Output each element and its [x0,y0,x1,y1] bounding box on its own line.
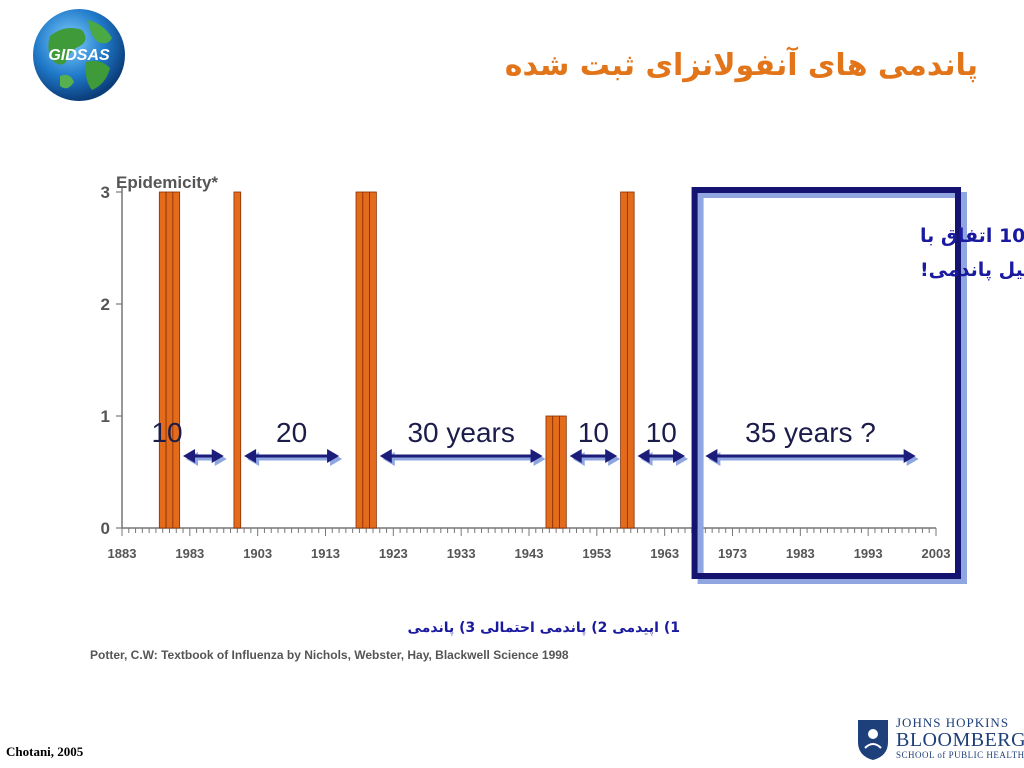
x-tick-label: 1913 [311,546,340,561]
x-tick-label: 1983 [175,546,204,561]
x-tick-label: 1923 [379,546,408,561]
interval-arrow [569,449,618,463]
bar [355,191,364,529]
arrow-head-right [327,449,340,463]
interval-arrow-shadow [382,452,546,466]
jh-line1: JOHNS HOPKINS [896,715,1010,730]
interval-label: 10 [646,417,677,448]
highlight-box-shadow [697,192,967,584]
bar [172,191,181,529]
interval-arrow [705,449,916,463]
arrow-head-right [605,449,618,463]
logo-text: GIDSAS [48,47,110,64]
bar [158,191,167,529]
citation-text: Potter, C.W: Textbook of Influenza by Ni… [90,648,569,662]
bars [158,191,703,529]
interval-arrow [244,449,340,463]
bar [233,191,242,529]
johns-hopkins-logo: JOHNS HOPKINS BLOOMBERG SCHOOL of PUBLIC… [856,716,1024,766]
shield-icon [858,720,888,760]
bar [545,415,554,529]
highlight-box-frame [691,187,961,579]
arrow-head-right [673,449,686,463]
highlight-note-line2: پتانسیل پاندمی! [920,259,1024,281]
arrow-head-left [183,449,196,463]
jh-line3: SCHOOL of PUBLIC HEALTH [896,750,1024,760]
bar [620,191,628,529]
arrow-head-left [569,449,582,463]
interval-label: 10 [151,417,182,448]
y-tick-label: 2 [101,295,110,314]
arrow-head-right [530,449,543,463]
interval-label: 30 years [407,417,514,448]
arrow-head-right [211,449,224,463]
arrow-head-left [379,449,392,463]
chart-svg: Epidemicity* 0 1 2 3 1883 1983 1903 1913 1923 193… [101,173,1024,584]
interval-arrow [379,449,543,463]
x-tick-label: 1903 [243,546,272,561]
bar [165,191,174,529]
highlight-box: 10 اتفاق با پتانسیل پاندمی! [691,187,1024,584]
interval-arrow-shadow [708,452,919,466]
footer-credit: Chotani, 2005 [6,744,84,759]
interval-label: 20 [276,417,307,448]
x-tick-label: 2003 [922,546,951,561]
x-tick-label: 1963 [650,546,679,561]
interval-label: 35 years ? [745,417,876,448]
interval-arrow [183,449,224,463]
x-tick-label: 1943 [515,546,544,561]
bar [552,415,560,529]
globe-icon: GIDSAS [33,9,125,101]
y-axis-label: Epidemicity* [116,173,218,192]
x-tick-label: 1933 [447,546,476,561]
x-tick-label: 1883 [108,546,137,561]
y-tick-label: 0 [101,519,110,538]
axes: 0 1 2 3 1883 1983 1903 1913 1923 1933 1943 1953 1963… [101,183,951,561]
bar [362,191,370,529]
bar [559,415,567,529]
arrow-head-left [705,449,718,463]
pandemic-chart: Epidemicity* 0 1 2 3 1883 1983 1903 1913 1923 193… [88,150,1024,670]
interval-arrows: 10 20 30 years 10 10 35 years ? [151,417,919,466]
highlight-note-line1: 10 اتفاق با [920,225,1024,247]
gidsas-logo: GIDSAS [30,6,128,104]
y-tick-label: 3 [101,183,110,202]
x-tick-label: 1973 [718,546,747,561]
y-tick-label: 1 [101,407,110,426]
x-tick-label: 1953 [582,546,611,561]
jh-line2: BLOOMBERG [896,729,1024,751]
bar [369,191,377,529]
slide-title: پاندمی های آنفولانزای ثبت شده [504,48,978,83]
interval-arrow [637,449,686,463]
bar [626,191,635,529]
arrow-head-left [637,449,650,463]
interval-label: 10 [578,417,609,448]
legend-text: 1) اپیدمی 2) پاندمی احتمالی 3) پاندمی [407,620,680,636]
arrow-head-right [903,449,916,463]
arrow-head-left [244,449,257,463]
x-tick-label: 1983 [786,546,815,561]
x-tick-label: 1993 [854,546,883,561]
